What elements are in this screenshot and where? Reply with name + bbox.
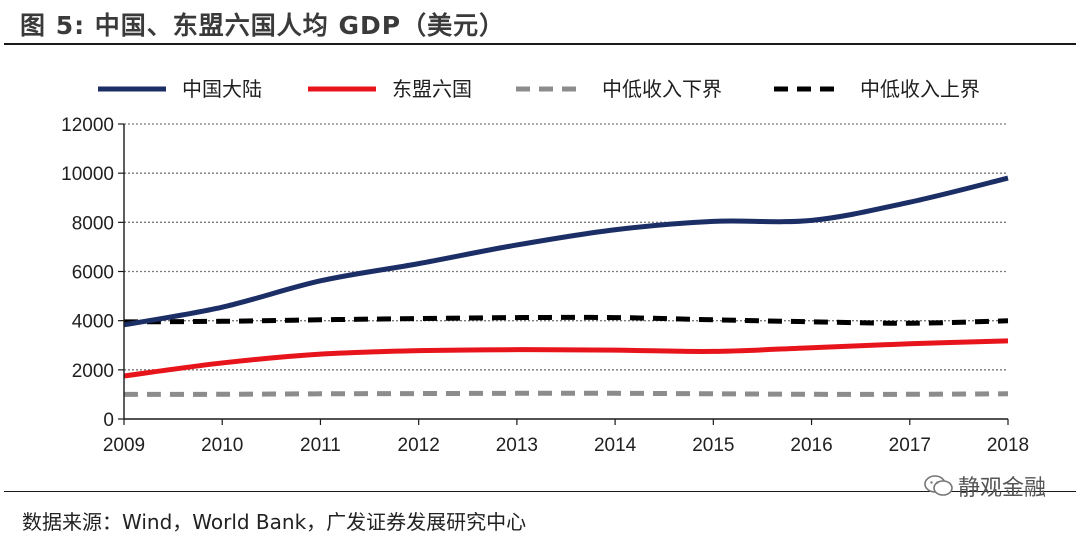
legend-label: 中低收入上界 [860, 77, 980, 101]
legend-label: 东盟六国 [392, 77, 472, 101]
y-tick-label: 6000 [72, 263, 114, 284]
x-tick-label: 2015 [692, 435, 734, 456]
watermark: 静观金融 [924, 470, 1046, 502]
series-line-2 [123, 338, 1009, 379]
bottom-rule [4, 491, 1076, 492]
line-chart: 中国大陆 东盟六国 中低收入下界 中低收入上界 0 2000 4000 6000 8000 10… [61, 77, 1029, 456]
x-tick-label: 2012 [398, 435, 440, 456]
chart-axes: 0 2000 4000 6000 8000 10000 12000 2009 2010 2011 2… [61, 115, 1029, 456]
x-tick-label: 2014 [594, 435, 637, 456]
figure-title: 图 5: 中国、东盟六国人均 GDP（美元） [20, 11, 506, 40]
top-rule [4, 43, 1076, 45]
x-tick-label: 2013 [496, 435, 538, 456]
y-tick-label: 4000 [72, 312, 114, 333]
x-tick-label: 2016 [790, 435, 832, 456]
series-line-1 [123, 175, 1009, 328]
chart-gridlines [124, 123, 1008, 371]
series-line-3 [123, 390, 1009, 397]
y-tick-label: 8000 [72, 213, 114, 234]
chart-series [123, 175, 1009, 397]
watermark-text: 静观金融 [957, 476, 1046, 501]
x-tick-label: 2017 [889, 435, 931, 456]
x-tick-label: 2009 [103, 435, 145, 456]
chart-legend: 中国大陆 东盟六国 中低收入下界 中低收入上界 [98, 77, 980, 101]
x-tick-label: 2018 [987, 435, 1029, 456]
source-note: 数据来源：Wind，World Bank，广发证券发展研究中心 [22, 510, 527, 534]
y-tick-label: 0 [103, 410, 114, 431]
x-tick-label: 2011 [300, 435, 341, 456]
y-tick-label: 12000 [61, 115, 114, 136]
legend-label: 中国大陆 [182, 77, 262, 101]
x-tick-label: 2010 [201, 435, 243, 456]
y-tick-label: 10000 [61, 164, 114, 185]
wechat-icon [924, 475, 953, 496]
y-tick-label: 2000 [72, 361, 114, 382]
legend-label: 中低收入下界 [602, 77, 722, 101]
series-line-4 [123, 314, 1009, 326]
